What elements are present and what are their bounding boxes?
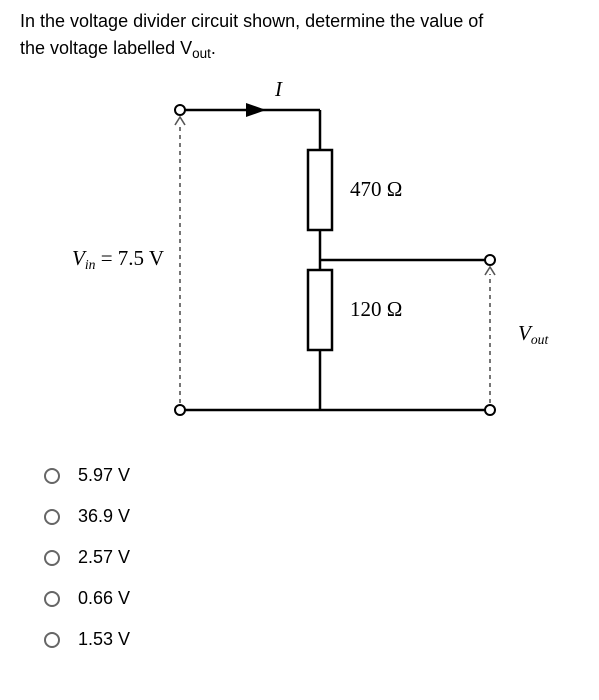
option-label: 36.9 V [78, 506, 130, 527]
radio-icon [44, 632, 60, 648]
svg-text:Vout: Vout [518, 321, 549, 347]
question-sub: out [192, 46, 211, 61]
option-label: 1.53 V [78, 629, 130, 650]
svg-text:470 Ω: 470 Ω [350, 177, 402, 201]
svg-text:I: I [274, 77, 283, 101]
svg-text:Vin = 7.5 V: Vin = 7.5 V [72, 246, 164, 272]
option-3[interactable]: 0.66 V [44, 588, 579, 609]
svg-text:120 Ω: 120 Ω [350, 297, 402, 321]
option-label: 2.57 V [78, 547, 130, 568]
option-4[interactable]: 1.53 V [44, 629, 579, 650]
option-label: 0.66 V [78, 588, 130, 609]
question-line1: In the voltage divider circuit shown, de… [20, 11, 483, 31]
option-1[interactable]: 36.9 V [44, 506, 579, 527]
options-group: 5.97 V 36.9 V 2.57 V 0.66 V 1.53 V [44, 465, 579, 650]
option-2[interactable]: 2.57 V [44, 547, 579, 568]
option-label: 5.97 V [78, 465, 130, 486]
circuit-svg: I 470 Ω 120 Ω Vin = 7.5 V Vout [50, 70, 590, 440]
question-line2-post: . [211, 38, 216, 58]
radio-icon [44, 468, 60, 484]
option-0[interactable]: 5.97 V [44, 465, 579, 486]
circuit-diagram: I 470 Ω 120 Ω Vin = 7.5 V Vout [50, 70, 579, 445]
radio-icon [44, 550, 60, 566]
radio-icon [44, 591, 60, 607]
question-text: In the voltage divider circuit shown, de… [20, 8, 579, 62]
radio-icon [44, 509, 60, 525]
question-line2-pre: the voltage labelled V [20, 38, 192, 58]
